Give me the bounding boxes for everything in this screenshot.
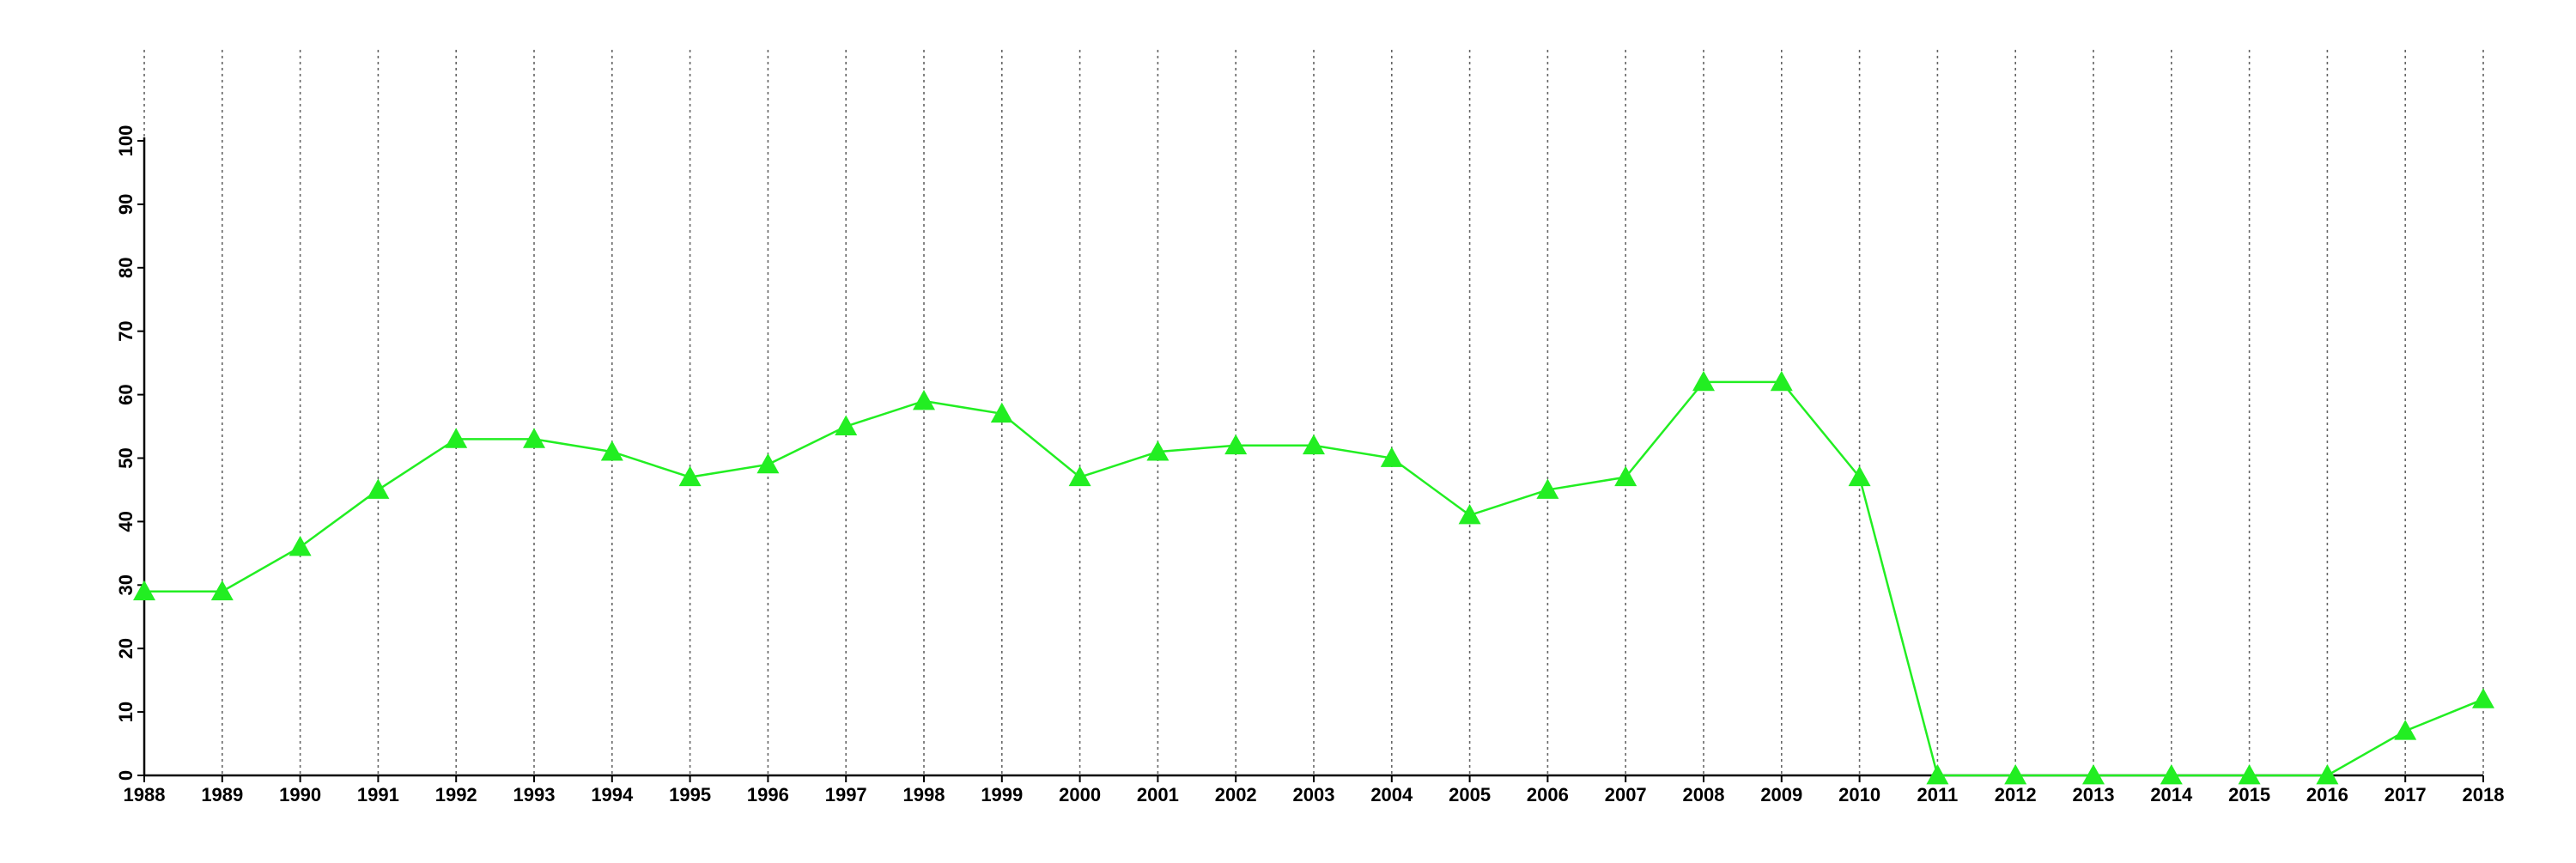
y-tick-label: 30 (115, 574, 137, 595)
x-tick-label: 1990 (279, 784, 321, 805)
data-point (2082, 764, 2105, 785)
data-point (1926, 764, 1949, 785)
x-tick-label: 2002 (1215, 784, 1257, 805)
x-tick-label: 1993 (513, 784, 556, 805)
data-point (678, 465, 702, 487)
x-tick-label: 1992 (435, 784, 477, 805)
data-point (1692, 370, 1715, 392)
data-point (1770, 370, 1793, 392)
x-tick-label: 2005 (1449, 784, 1491, 805)
data-point (1380, 447, 1403, 467)
x-tick-label: 2004 (1370, 784, 1413, 805)
data-point (2394, 720, 2417, 740)
y-tick-label: 80 (115, 258, 137, 278)
x-tick-label: 1988 (124, 784, 166, 805)
x-tick-label: 2014 (2150, 784, 2193, 805)
data-point (210, 580, 234, 601)
x-tick-label: 1999 (981, 784, 1023, 805)
data-point (600, 441, 623, 461)
data-point (1458, 504, 1481, 525)
x-tick-label: 2008 (1683, 784, 1725, 805)
data-point (1146, 441, 1170, 461)
data-point (133, 580, 155, 601)
data-point (2160, 764, 2183, 785)
x-tick-label: 1991 (357, 784, 399, 805)
x-tick-label: 2012 (1995, 784, 2037, 805)
x-tick-label: 2006 (1527, 784, 1569, 805)
y-tick-label: 20 (115, 638, 137, 659)
y-tick-label: 90 (115, 194, 137, 215)
x-tick-label: 2016 (2306, 784, 2348, 805)
data-point (1224, 434, 1248, 455)
y-tick-label: 50 (115, 447, 137, 468)
x-tick-label: 1998 (903, 784, 945, 805)
data-point (913, 389, 935, 410)
x-tick-label: 2007 (1605, 784, 1647, 805)
data-point (1536, 478, 1559, 499)
data-point (445, 428, 468, 448)
x-tick-label: 2003 (1293, 784, 1335, 805)
x-tick-label: 2010 (1838, 784, 1880, 805)
x-tick-label: 1996 (747, 784, 789, 805)
data-point (2472, 688, 2494, 708)
data-point (835, 415, 858, 435)
y-tick-label: 70 (115, 320, 137, 341)
x-tick-label: 2001 (1137, 784, 1179, 805)
x-tick-label: 2013 (2073, 784, 2115, 805)
data-point (289, 535, 312, 556)
x-tick-label: 1989 (201, 784, 243, 805)
x-tick-label: 2018 (2463, 784, 2505, 805)
x-tick-label: 2015 (2228, 784, 2270, 805)
x-tick-label: 2011 (1917, 784, 1959, 805)
x-tick-label: 2017 (2385, 784, 2427, 805)
y-tick-label: 60 (115, 384, 137, 404)
data-point (1848, 465, 1871, 487)
x-tick-label: 1994 (591, 784, 634, 805)
y-tick-label: 10 (115, 702, 137, 722)
data-point (2316, 764, 2339, 785)
data-point (523, 428, 545, 448)
x-tick-label: 2000 (1059, 784, 1101, 805)
y-tick-label: 100 (115, 125, 137, 157)
data-point (990, 402, 1013, 423)
data-point (1614, 465, 1637, 487)
data-point (2004, 764, 2027, 785)
x-tick-label: 1995 (669, 784, 711, 805)
y-tick-label: 0 (115, 770, 137, 781)
data-point (2238, 764, 2261, 785)
data-point (756, 453, 780, 474)
x-tick-label: 2009 (1760, 784, 1802, 805)
data-point (1303, 434, 1325, 455)
x-tick-label: 1997 (825, 784, 867, 805)
data-point (1068, 465, 1091, 487)
y-tick-label: 40 (115, 511, 137, 532)
data-point (367, 478, 390, 499)
